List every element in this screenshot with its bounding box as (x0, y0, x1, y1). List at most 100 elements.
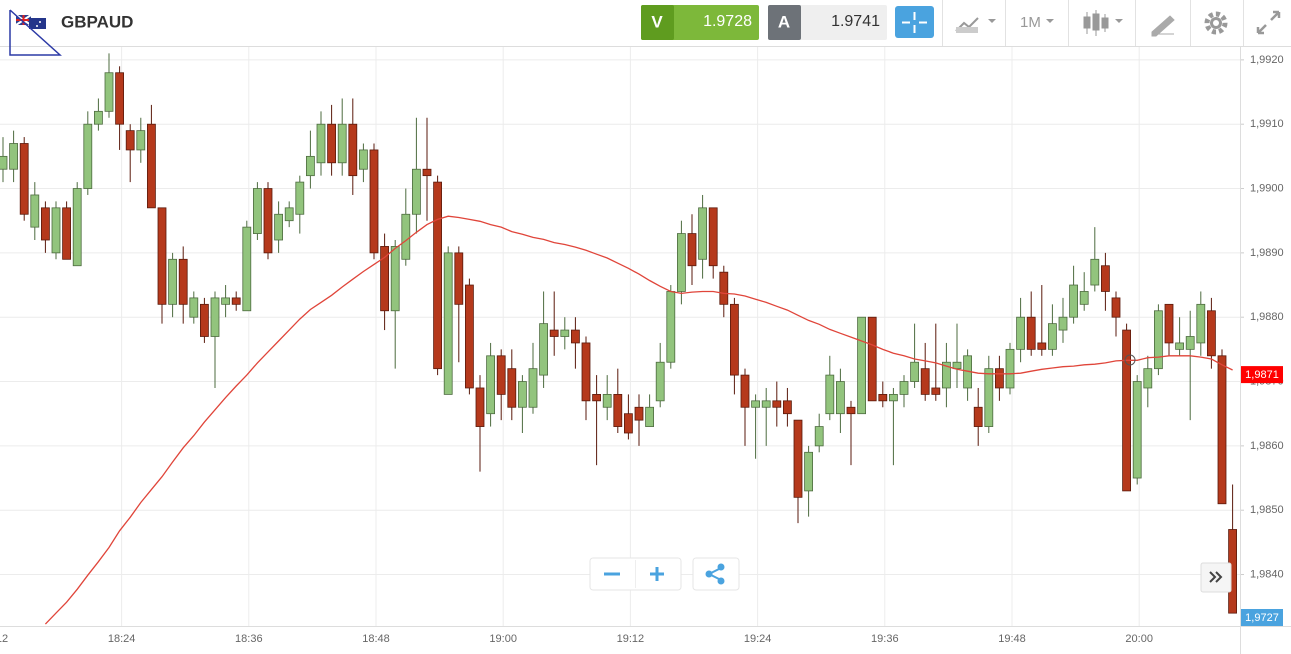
crosshair-bg[interactable] (895, 6, 934, 38)
timeframe-button[interactable]: 1M (1020, 14, 1054, 31)
buy-button[interactable]: A 1.9741 (768, 5, 887, 40)
candle-body (443, 252, 453, 395)
candle-body (719, 271, 729, 305)
candle-body (263, 188, 273, 254)
candle-body (411, 168, 421, 215)
candle (390, 240, 400, 369)
candle-body (836, 381, 845, 415)
candle-body (157, 207, 167, 305)
candle-body (549, 329, 559, 337)
scroll-end-button[interactable] (1200, 562, 1232, 593)
candle (666, 285, 676, 369)
candle-body (793, 419, 803, 498)
candle (1101, 252, 1110, 311)
candle-body (1101, 265, 1110, 292)
candle-body (1058, 316, 1068, 331)
candle-body (358, 149, 368, 170)
chart-type-button[interactable] (1083, 10, 1123, 36)
candle-body (327, 123, 337, 164)
candle (698, 194, 707, 279)
candle-body (1016, 316, 1025, 350)
candle (1185, 310, 1195, 421)
candle (1175, 317, 1184, 356)
candle (295, 175, 305, 234)
x-tick-label: 20:00 (1125, 633, 1153, 645)
candle-body (1026, 316, 1036, 350)
candle-body (62, 207, 71, 260)
candle-body (1090, 258, 1100, 286)
candle (62, 201, 71, 260)
candle (358, 143, 368, 183)
x-tick-label: 18:24 (108, 633, 136, 645)
candle (539, 291, 548, 388)
candle-body (41, 207, 50, 241)
candle-body (571, 329, 580, 344)
candle-body (1217, 355, 1227, 505)
candle-body (518, 381, 527, 408)
candle (30, 182, 40, 240)
sell-price: 1.9728 (703, 13, 752, 30)
candle (1207, 297, 1216, 369)
share-button[interactable] (692, 557, 740, 591)
candle-body (51, 207, 61, 254)
y-tick-label: 1,9920 (1250, 54, 1284, 66)
indicator-button[interactable] (955, 17, 996, 33)
candle-body (274, 213, 284, 241)
candle-body (454, 252, 464, 305)
crosshair-marker (1124, 354, 1136, 366)
candle-body (369, 149, 379, 254)
candle (836, 368, 845, 433)
x-tick-label: 18:48 (362, 633, 390, 645)
zoom-in[interactable] (650, 567, 664, 581)
series-layer (0, 53, 1237, 625)
y-tick-label: 1,9850 (1250, 504, 1284, 516)
candle (677, 220, 686, 305)
candle (284, 201, 294, 228)
candle (51, 201, 61, 260)
candle-body (475, 387, 485, 427)
candle-body (30, 194, 40, 228)
candle (327, 104, 337, 176)
candle (115, 66, 124, 150)
candle (1217, 349, 1227, 505)
toolbar: GBPAUD V 1.9728 A 1.9741 1M (0, 0, 1291, 56)
candle (507, 349, 517, 421)
draw-button[interactable] (1151, 15, 1175, 37)
x-tick-label: 18:36 (235, 633, 263, 645)
candle-body (146, 123, 156, 209)
candle (751, 394, 760, 459)
settings-button[interactable] (1204, 11, 1228, 35)
candle (984, 355, 994, 433)
candle-body (602, 393, 612, 408)
candle (857, 316, 866, 415)
candle (518, 375, 527, 433)
candle-body (751, 400, 760, 408)
candle (136, 117, 146, 163)
candle-body (952, 361, 962, 370)
candle (1048, 304, 1057, 356)
candle-body (104, 72, 114, 112)
candle (411, 117, 421, 234)
sell-button[interactable]: V 1.9728 (641, 5, 759, 40)
candle (41, 201, 50, 253)
y-tick-label: 1,9840 (1250, 568, 1284, 580)
fullscreen-button[interactable] (1256, 10, 1281, 35)
candle-body (9, 143, 19, 170)
candle (72, 182, 82, 267)
candle-body (1069, 284, 1078, 318)
candle (613, 368, 623, 433)
price-tag-label: 1,9727 (1245, 612, 1279, 624)
candle-body (496, 355, 506, 395)
candle (1196, 291, 1206, 356)
candle-body (1005, 348, 1015, 389)
candle-body (878, 393, 888, 402)
candle-body (1154, 310, 1163, 370)
candle (231, 291, 241, 311)
separators (942, 0, 1244, 46)
crosshair-button[interactable] (895, 6, 934, 38)
candle (433, 175, 443, 376)
zoom-controls (589, 557, 1232, 593)
candle (581, 336, 591, 421)
